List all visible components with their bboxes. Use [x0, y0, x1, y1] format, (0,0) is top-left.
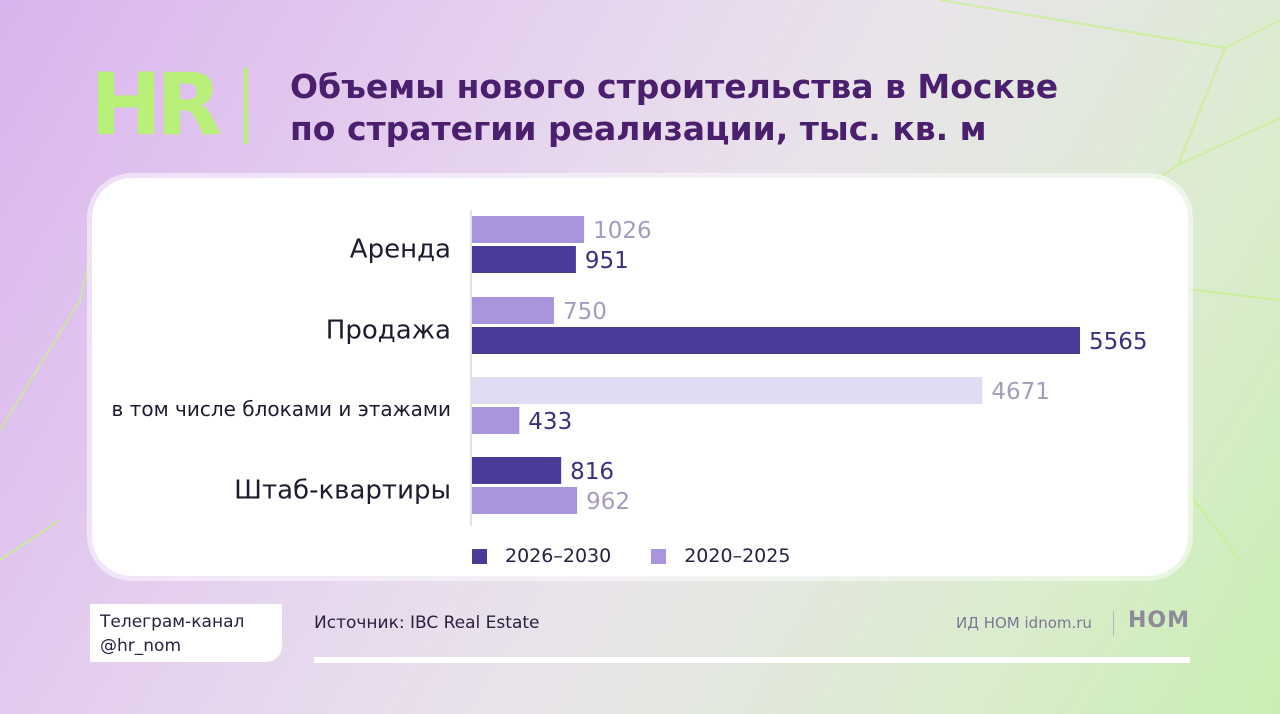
- legend-swatch-2026-2030: [472, 548, 487, 564]
- data-label: 4671: [991, 379, 1050, 405]
- telegram-label: Телеграм-канал: [100, 612, 245, 632]
- category-label: Штаб-квартиры: [234, 475, 451, 505]
- nom-logo: НОМ: [1128, 608, 1191, 633]
- bar-chart: Аренда 1026 951 Продажа 750 5565 в том числе б…: [112, 210, 1148, 526]
- legend-item-2020-2025: 2020–2025: [651, 545, 790, 567]
- chart-legend: 2026–2030 2020–2025: [472, 545, 790, 567]
- source-note: Источник: IBC Real Estate: [314, 613, 540, 633]
- bar-2026-2030: [472, 246, 576, 273]
- bar-2020-2025: [472, 216, 585, 243]
- legend-label-2020-2025: 2020–2025: [684, 545, 791, 567]
- publisher-link[interactable]: ИД НОМ idnom.ru: [956, 614, 1092, 632]
- category-label: Аренда: [350, 234, 451, 264]
- data-label: 433: [528, 409, 572, 435]
- publisher-divider: [1113, 611, 1114, 636]
- category-label: Продажа: [326, 315, 451, 345]
- data-label: 816: [570, 459, 614, 485]
- telegram-channel-box[interactable]: Телеграм-канал @hr_nom: [90, 604, 282, 662]
- bar-2026-2030: [472, 327, 1080, 354]
- page-title: Объемы нового строительства в Москве по …: [290, 66, 1190, 150]
- bar-2020-2025: [472, 297, 554, 324]
- bar-2026-2030: [472, 457, 562, 484]
- data-label: 1026: [593, 218, 652, 244]
- data-label: 750: [563, 299, 607, 325]
- logo-divider: [244, 68, 248, 144]
- legend-swatch-2020-2025: [651, 548, 667, 564]
- hr-logo: HR: [90, 55, 222, 155]
- bar-2026-2030: [472, 407, 520, 434]
- title-line-2: по стратегии реализации, тыс. кв. м: [290, 109, 987, 148]
- data-label: 962: [586, 489, 630, 515]
- title-line-1: Объемы нового строительства в Москве: [290, 67, 1059, 106]
- legend-label-2026-2030: 2026–2030: [505, 545, 612, 567]
- footer-rule: [314, 657, 1190, 663]
- bar-2020-2025: [472, 377, 983, 404]
- telegram-handle[interactable]: @hr_nom: [100, 636, 181, 656]
- data-label: 5565: [1089, 329, 1148, 355]
- legend-item-2026-2030: 2026–2030: [472, 545, 611, 567]
- bar-2020-2025: [472, 487, 578, 514]
- category-label: в том числе блоками и этажами: [112, 397, 451, 421]
- data-label: 951: [585, 248, 629, 274]
